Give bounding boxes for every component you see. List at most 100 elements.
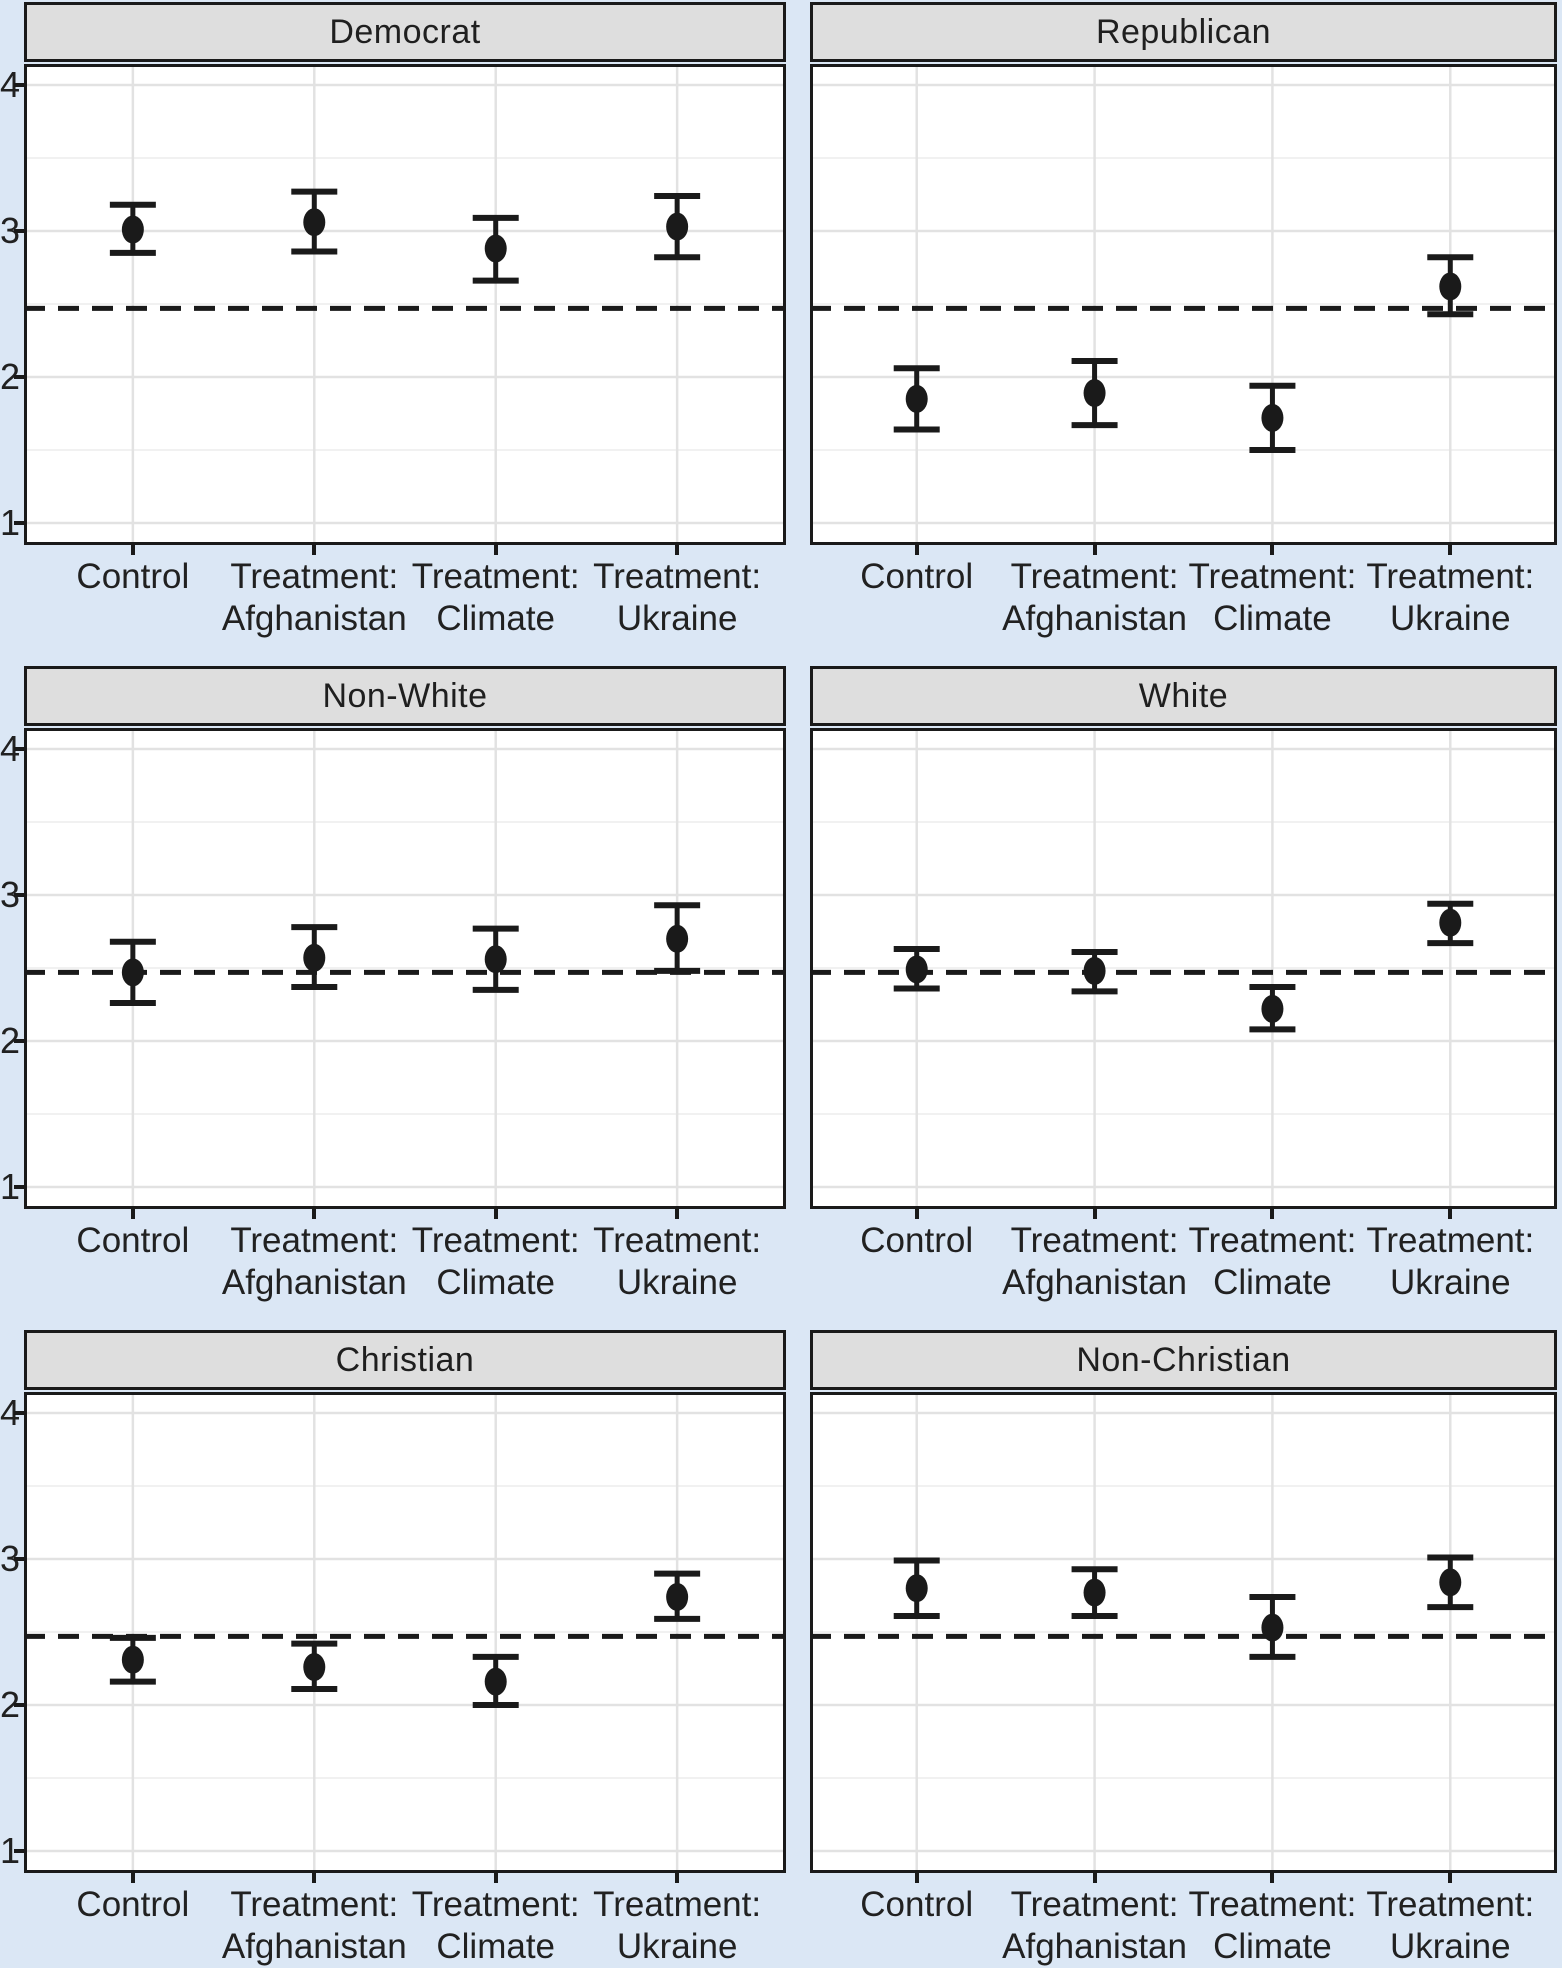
x-axis-tick-mark: [675, 545, 680, 555]
x-axis-tick-label-line: Control: [76, 557, 190, 596]
point-estimate: [1083, 1578, 1106, 1607]
x-axis-tick-label-line: Climate: [1213, 1927, 1332, 1966]
estimate-treatment-climate: [1249, 1593, 1296, 1660]
point-estimate: [484, 234, 507, 263]
facet-title: Christian: [335, 1341, 475, 1379]
point-estimate: [121, 1645, 144, 1674]
facet-strip-christian: Christian: [24, 1330, 786, 1390]
x-axis-tick-label-line: Ukraine: [1389, 1263, 1511, 1302]
estimate-control: [109, 1634, 156, 1685]
estimate-control: [893, 1557, 940, 1619]
x-axis-tick-label-line: Climate: [436, 599, 556, 638]
x-axis-tick-label-line: Treatment:: [230, 557, 399, 596]
x-axis-tick-label-line: Treatment:: [593, 1221, 762, 1260]
x-axis-tick-mark: [1270, 545, 1275, 555]
x-axis-tick-mark: [130, 545, 135, 555]
x-axis-tick-mark: [675, 1209, 680, 1219]
x-axis-tick-label-line: Control: [76, 1221, 190, 1260]
x-axis-tick-label-line: Control: [860, 1221, 974, 1260]
x-axis-tick-label-line: Treatment:: [593, 1885, 762, 1924]
x-axis-tick-label-treatment-afghanistan: Treatment: Afghanistan: [985, 1884, 1205, 1968]
x-axis-tick-label-treatment-climate: Treatment: Climate: [1162, 1220, 1382, 1304]
x-axis-tick-label-treatment-ukraine: Treatment: Ukraine: [567, 556, 787, 640]
estimate-treatment-afghanistan: [291, 924, 338, 990]
x-axis-tick-label-line: Control: [76, 1885, 190, 1924]
panel-canvas: [810, 64, 1557, 545]
x-axis-tick-mark: [1270, 1209, 1275, 1219]
y-axis-tick-label: 2: [0, 1684, 21, 1725]
estimate-treatment-afghanistan: [1071, 1566, 1118, 1619]
y-axis-tick-label: 1: [0, 502, 21, 543]
plot-panel-non-christian: [810, 1392, 1557, 1873]
y-axis-tick-label: 2: [0, 356, 21, 397]
point-estimate: [1083, 956, 1106, 985]
point-estimate: [905, 955, 928, 984]
facet-title: Republican: [1095, 13, 1272, 51]
x-axis-tick-label-control: Control: [807, 1884, 1027, 1926]
panel-border: [810, 1392, 1557, 1873]
estimate-treatment-ukraine: [654, 192, 701, 261]
y-axis-tick-label: 3: [0, 874, 21, 915]
y-axis-tick-label: 4: [0, 64, 21, 105]
estimate-treatment-afghanistan: [291, 188, 338, 255]
x-axis-tick-label-treatment-ukraine: Treatment: Ukraine: [1340, 1884, 1560, 1968]
facet-strip-white: White: [810, 666, 1557, 726]
estimate-control: [893, 365, 940, 433]
x-axis-tick-label-treatment-afghanistan: Treatment: Afghanistan: [204, 1884, 424, 1968]
estimate-treatment-climate: [472, 214, 519, 284]
y-axis-tick-label: 1: [0, 1830, 21, 1871]
x-axis-tick-label-treatment-ukraine: Treatment: Ukraine: [1340, 556, 1560, 640]
x-axis-tick-label-line: Control: [860, 1885, 974, 1924]
facet-title: Democrat: [329, 13, 481, 51]
x-axis-tick-label-line: Treatment:: [411, 557, 580, 596]
estimate-treatment-climate: [1249, 382, 1296, 453]
panel-border: [24, 1392, 786, 1873]
x-axis-tick-label-line: Treatment:: [1188, 1885, 1357, 1924]
x-axis-tick-label-line: Treatment:: [230, 1885, 399, 1924]
x-axis-tick-label-treatment-afghanistan: Treatment: Afghanistan: [204, 1220, 424, 1304]
point-estimate: [1439, 1568, 1462, 1597]
x-axis-tick-label-line: Treatment:: [1366, 557, 1535, 596]
estimate-treatment-ukraine: [654, 902, 701, 974]
x-axis-tick-label-control: Control: [807, 556, 1027, 598]
x-axis-tick-label-line: Afghanistan: [1002, 1263, 1187, 1302]
point-estimate: [303, 943, 326, 972]
x-axis-tick-mark: [493, 1873, 498, 1883]
facet-title: White: [1138, 677, 1229, 715]
x-axis-tick-label-line: Afghanistan: [1002, 599, 1187, 638]
x-axis-tick-mark: [675, 1873, 680, 1883]
x-axis-tick-label-line: Treatment:: [1010, 1885, 1179, 1924]
x-axis-tick-label-line: Climate: [436, 1263, 556, 1302]
panel-border: [24, 728, 786, 1209]
facet-strip-democrat: Democrat: [24, 2, 786, 62]
x-axis-tick-label-line: Climate: [1213, 599, 1332, 638]
x-axis-tick-mark: [312, 545, 317, 555]
panel-canvas: [24, 728, 786, 1209]
x-axis-tick-label-line: Treatment:: [411, 1221, 580, 1260]
point-estimate: [303, 1653, 326, 1682]
x-axis-tick-label-control: Control: [807, 1220, 1027, 1262]
x-axis-tick-mark: [1270, 1873, 1275, 1883]
estimate-treatment-ukraine: [1427, 900, 1474, 947]
x-axis-tick-label-treatment-afghanistan: Treatment: Afghanistan: [985, 556, 1205, 640]
y-axis-tick-label: 4: [0, 728, 21, 769]
x-axis-tick-label-line: Treatment:: [1010, 1221, 1179, 1260]
x-axis-tick-label-line: Treatment:: [230, 1221, 399, 1260]
x-axis-tick-mark: [493, 545, 498, 555]
point-estimate: [666, 1582, 689, 1611]
x-axis-tick-label-treatment-ukraine: Treatment: Ukraine: [567, 1220, 787, 1304]
point-estimate: [1439, 908, 1462, 937]
x-axis-tick-label-line: Treatment:: [1188, 557, 1357, 596]
x-axis-tick-label-line: Treatment:: [1188, 1221, 1357, 1260]
point-estimate: [1083, 379, 1106, 408]
y-axis-tick-mark: [14, 375, 24, 379]
y-axis-tick-mark: [14, 1557, 24, 1561]
y-axis-tick-label: 1: [0, 1166, 21, 1207]
facet-strip-republican: Republican: [810, 2, 1557, 62]
x-axis-tick-label-line: Ukraine: [616, 1263, 738, 1302]
y-axis-tick-mark: [14, 1039, 24, 1043]
x-axis-tick-label-line: Treatment:: [1366, 1221, 1535, 1260]
y-axis-tick-mark: [14, 1411, 24, 1415]
estimate-treatment-climate: [472, 925, 519, 993]
y-axis-tick-label: 2: [0, 1020, 21, 1061]
